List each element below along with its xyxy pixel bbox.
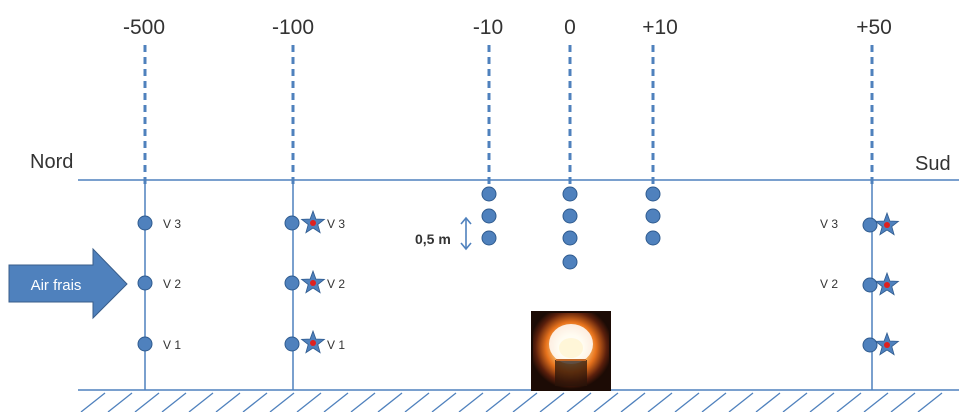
- ground-hatching: [80, 392, 943, 412]
- fire-icon: [531, 311, 611, 391]
- arrow-right-icon: [8, 247, 128, 320]
- sensor-dot: [862, 277, 878, 293]
- sensor-dot: [862, 217, 878, 233]
- sensor-dot: [862, 337, 878, 353]
- sensors-p50: [862, 211, 900, 356]
- level-label-v3: V 3: [163, 217, 181, 231]
- dashed-lines: [143, 45, 874, 187]
- double-arrow-icon: [460, 216, 472, 251]
- sensor-dot: [645, 186, 661, 202]
- level-label-v1: V 1: [163, 338, 181, 352]
- level-label-v1: V 1: [327, 338, 345, 352]
- sensors-p10: [645, 186, 661, 246]
- sensors-0: [562, 186, 578, 270]
- star-icon: [300, 269, 326, 294]
- sensor-dot: [137, 336, 153, 352]
- sensor-dot: [137, 275, 153, 291]
- levels-m100: V 3 V 2 V 1: [327, 217, 345, 352]
- sensor-dot: [562, 186, 578, 202]
- level-label-v2: V 2: [327, 277, 345, 291]
- north-label: Nord: [30, 151, 73, 173]
- measurement-posts: [144, 180, 873, 390]
- sensor-dot: [645, 230, 661, 246]
- star-icon: [300, 209, 326, 234]
- level-label-v2: V 2: [163, 277, 181, 291]
- air-arrow: Air frais: [8, 247, 128, 320]
- level-label-v3: V 3: [327, 217, 345, 231]
- sensor-dot: [481, 208, 497, 224]
- star-icon: [300, 329, 326, 354]
- sensor-dot: [137, 215, 153, 231]
- position-label-m10: -10: [473, 16, 503, 39]
- star-icon: [874, 331, 900, 356]
- spacing-label: 0,5 m: [415, 231, 451, 247]
- sensor-dot: [284, 336, 300, 352]
- position-label-p50: +50: [856, 16, 892, 39]
- position-labels: -500 -100 -10 0 +10 +50: [123, 16, 892, 39]
- sensor-dot: [562, 254, 578, 270]
- level-label-v3: V 3: [820, 217, 838, 231]
- sensor-dot: [562, 208, 578, 224]
- sensors-m100: [284, 209, 326, 354]
- south-label: Sud: [915, 153, 951, 175]
- sensors-m10: [481, 186, 497, 246]
- sensor-dot: [562, 230, 578, 246]
- sensor-dot: [284, 275, 300, 291]
- position-label-m500: -500: [123, 16, 165, 39]
- sensor-dot: [284, 215, 300, 231]
- star-icon: [874, 271, 900, 296]
- position-label-p10: +10: [642, 16, 678, 39]
- star-icon: [874, 211, 900, 236]
- sensor-dot: [481, 230, 497, 246]
- position-label-m100: -100: [272, 16, 314, 39]
- level-label-v2: V 2: [820, 277, 838, 291]
- sensor-dot: [645, 208, 661, 224]
- sensors-m500: [137, 215, 153, 352]
- sensor-dot: [481, 186, 497, 202]
- air-label: Air frais: [31, 277, 82, 294]
- position-label-0: 0: [564, 16, 576, 39]
- levels-p50: V 3 V 2: [820, 217, 838, 291]
- levels-m500: V 3 V 2 V 1: [163, 217, 181, 352]
